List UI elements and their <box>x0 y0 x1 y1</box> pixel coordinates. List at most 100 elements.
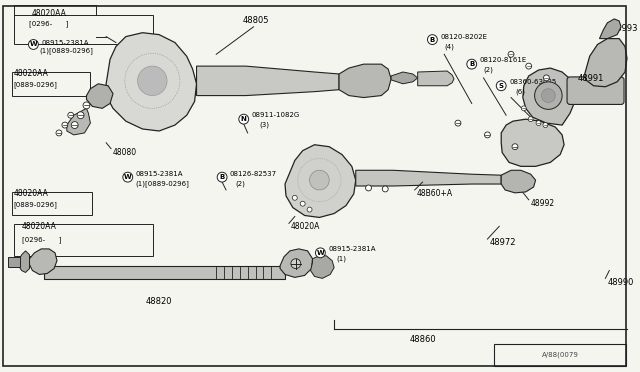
Text: (6): (6) <box>515 89 525 95</box>
Text: (4): (4) <box>444 43 454 50</box>
Polygon shape <box>285 145 356 218</box>
Text: 48972: 48972 <box>490 238 516 247</box>
Circle shape <box>522 106 526 111</box>
Text: 48820: 48820 <box>146 298 172 307</box>
Text: B: B <box>430 36 435 42</box>
Text: 48020AA: 48020AA <box>13 69 49 78</box>
Polygon shape <box>523 68 575 125</box>
Bar <box>8 257 20 267</box>
Text: (1)[0889-0296]: (1)[0889-0296] <box>136 181 189 187</box>
Polygon shape <box>418 71 454 86</box>
Text: 08120-8161E: 08120-8161E <box>479 57 527 63</box>
Text: 08915-2381A: 08915-2381A <box>41 39 89 45</box>
Polygon shape <box>391 72 418 84</box>
Circle shape <box>496 81 506 91</box>
Text: 48992: 48992 <box>531 199 555 208</box>
Text: (3): (3) <box>259 122 269 128</box>
Text: B: B <box>220 174 225 180</box>
Text: 08915-2381A: 08915-2381A <box>136 171 183 177</box>
Text: W: W <box>29 42 37 48</box>
Circle shape <box>83 102 90 109</box>
Text: 48020AA: 48020AA <box>13 189 49 198</box>
Text: (1): (1) <box>336 256 346 262</box>
Polygon shape <box>280 249 312 278</box>
Circle shape <box>77 112 84 119</box>
Circle shape <box>526 63 532 69</box>
Circle shape <box>123 172 132 182</box>
Text: 48990: 48990 <box>607 278 634 287</box>
Bar <box>494 344 626 366</box>
Text: 48020AA: 48020AA <box>32 9 67 18</box>
Circle shape <box>310 170 329 190</box>
Circle shape <box>508 51 514 57</box>
Circle shape <box>71 122 78 128</box>
Circle shape <box>428 35 437 45</box>
Circle shape <box>316 248 325 258</box>
Text: 08911-1082G: 08911-1082G <box>252 112 300 118</box>
Circle shape <box>292 195 298 200</box>
Text: (2): (2) <box>483 67 493 73</box>
Text: (2): (2) <box>236 181 246 187</box>
FancyBboxPatch shape <box>567 77 624 105</box>
Text: [0296-      ]: [0296- ] <box>22 236 61 243</box>
Polygon shape <box>339 64 391 97</box>
Text: N: N <box>241 116 246 122</box>
Text: 48020AA: 48020AA <box>22 222 56 231</box>
Polygon shape <box>585 39 627 87</box>
Text: 08126-82537: 08126-82537 <box>230 171 277 177</box>
Circle shape <box>528 117 533 122</box>
Polygon shape <box>501 119 564 166</box>
Text: [0889-0296]: [0889-0296] <box>13 81 58 88</box>
Bar <box>44 266 285 279</box>
Text: 48991: 48991 <box>578 74 604 83</box>
Text: W: W <box>124 174 132 180</box>
Text: 48993: 48993 <box>611 24 638 33</box>
Bar <box>13 15 154 45</box>
Circle shape <box>68 112 74 118</box>
Circle shape <box>543 75 549 81</box>
Circle shape <box>307 207 312 212</box>
Polygon shape <box>310 256 334 278</box>
Circle shape <box>217 172 227 182</box>
Circle shape <box>29 39 38 49</box>
Polygon shape <box>18 251 29 272</box>
Text: 48B60+A: 48B60+A <box>417 189 453 198</box>
Circle shape <box>536 121 541 126</box>
Text: S: S <box>499 83 504 89</box>
Text: 08915-2381A: 08915-2381A <box>328 246 376 252</box>
Bar <box>12 192 92 215</box>
Circle shape <box>467 59 477 69</box>
Text: [0296-      ]: [0296- ] <box>29 20 69 27</box>
Circle shape <box>56 130 62 136</box>
Circle shape <box>138 66 167 96</box>
Text: 48020A: 48020A <box>291 222 320 231</box>
Bar <box>13 224 154 256</box>
Circle shape <box>543 123 548 128</box>
Text: W: W <box>317 250 324 256</box>
Circle shape <box>300 201 305 206</box>
Text: 48080: 48080 <box>113 148 137 157</box>
Circle shape <box>239 114 248 124</box>
Circle shape <box>62 122 68 128</box>
Text: 48860: 48860 <box>409 335 436 344</box>
Text: 08120-8202E: 08120-8202E <box>440 33 487 40</box>
Text: B: B <box>469 61 474 67</box>
Text: (1)[0889-0296]: (1)[0889-0296] <box>39 47 93 54</box>
Polygon shape <box>356 170 501 186</box>
Circle shape <box>512 144 518 150</box>
Polygon shape <box>501 170 536 193</box>
Polygon shape <box>196 66 339 96</box>
Text: A/88(0079: A/88(0079 <box>541 352 579 358</box>
Text: [0889-0296]: [0889-0296] <box>13 201 58 208</box>
Circle shape <box>541 89 556 102</box>
Circle shape <box>382 186 388 192</box>
Bar <box>12 72 90 96</box>
Polygon shape <box>86 84 113 108</box>
Polygon shape <box>106 33 196 131</box>
Circle shape <box>291 259 301 269</box>
Text: 48805: 48805 <box>243 16 269 25</box>
Text: 08360-63025: 08360-63025 <box>509 79 556 85</box>
Circle shape <box>484 132 490 138</box>
Circle shape <box>534 82 562 109</box>
Circle shape <box>455 120 461 126</box>
